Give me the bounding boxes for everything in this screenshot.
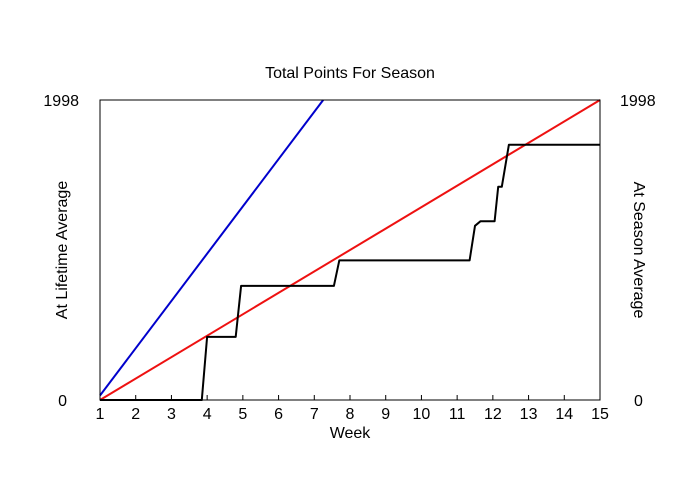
x-tick-label: 9 xyxy=(381,406,390,423)
y-tick-left-max: 1998 xyxy=(43,93,79,110)
series-line-1 xyxy=(99,99,601,401)
series-line-2 xyxy=(100,143,600,401)
x-axis-label: Week xyxy=(330,425,372,442)
y-axis-label-right: At Season Average xyxy=(630,182,647,319)
x-tick-label: 13 xyxy=(520,406,538,423)
x-tick-label: 15 xyxy=(591,406,609,423)
x-tick-label: 1 xyxy=(96,406,105,423)
x-tick-label: 8 xyxy=(346,406,355,423)
x-tick-label: 5 xyxy=(238,406,247,423)
x-tick-label: 4 xyxy=(203,406,212,423)
x-tick-label: 14 xyxy=(555,406,573,423)
x-tick-label: 10 xyxy=(413,406,431,423)
x-tick-label: 2 xyxy=(131,406,140,423)
y-tick-left-min: 0 xyxy=(58,393,67,410)
y-axis-label-left: At Lifetime Average xyxy=(54,181,71,320)
y-tick-right-min: 0 xyxy=(634,393,643,410)
x-tick-label: 12 xyxy=(484,406,502,423)
x-tick-label: 6 xyxy=(274,406,283,423)
x-tick-label: 7 xyxy=(310,406,319,423)
y-tick-right-max: 1998 xyxy=(620,93,656,110)
x-axis: 1 2 3 4 5 6 7 8 9 10 11 12 13 14 15 xyxy=(96,395,609,423)
x-tick-label: 3 xyxy=(167,406,176,423)
plot-area xyxy=(99,99,601,401)
x-tick-label: 11 xyxy=(449,406,466,423)
chart-title: Total Points For Season xyxy=(265,65,435,82)
series-line-0 xyxy=(99,99,324,397)
